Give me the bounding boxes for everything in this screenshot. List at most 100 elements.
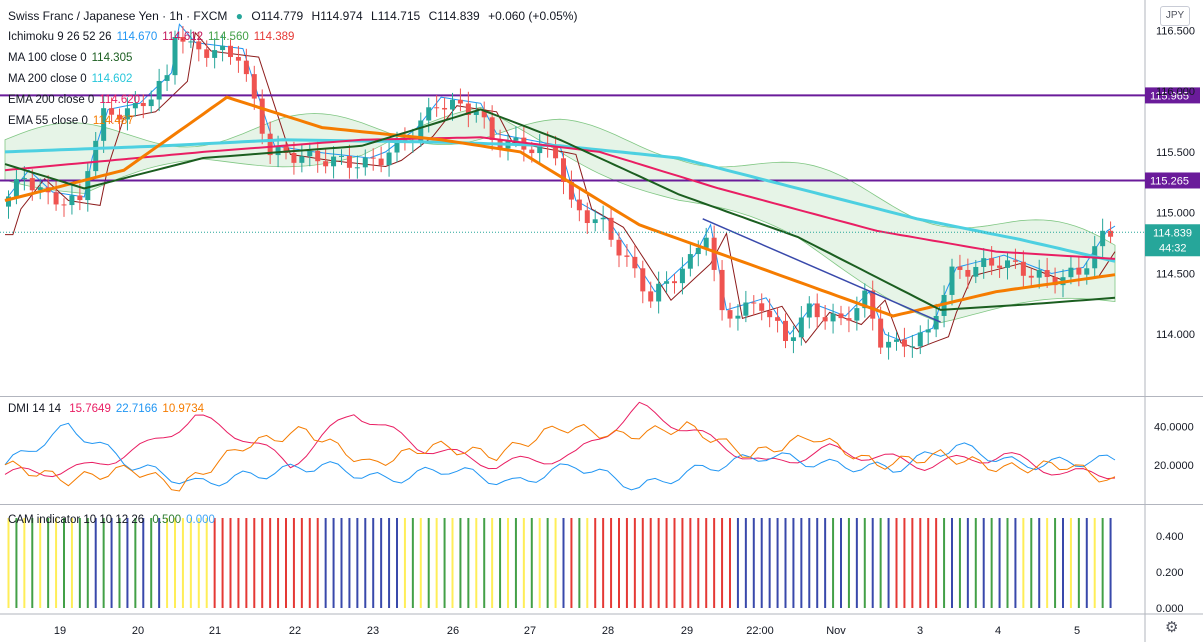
candle-body bbox=[735, 315, 741, 319]
candle-body bbox=[148, 99, 154, 107]
candle-body bbox=[378, 158, 384, 166]
pane-legend-value: 0.000 bbox=[186, 514, 215, 526]
candle-body bbox=[243, 60, 249, 75]
indicator-legend: Ichimoku 9 26 52 26 114.670 114.612 114.560… bbox=[8, 31, 299, 43]
time-tick-label: 20 bbox=[132, 625, 144, 637]
candle-body bbox=[1108, 230, 1114, 237]
candle-body bbox=[838, 313, 844, 319]
candle-body bbox=[1076, 267, 1082, 275]
candle-body bbox=[37, 187, 43, 191]
candle-body bbox=[346, 155, 352, 168]
horizontal-level-tag-bg bbox=[1145, 172, 1200, 189]
cam-tick-label: 0.000 bbox=[1156, 603, 1184, 615]
candle-body bbox=[1068, 267, 1074, 278]
settings-gear-icon[interactable]: ⚙ bbox=[1165, 619, 1179, 636]
candle-body bbox=[291, 152, 297, 163]
indicator-label[interactable]: MA 200 close 0 bbox=[8, 73, 87, 85]
indicator-value: 114.620 bbox=[99, 94, 141, 106]
indicator-label[interactable]: EMA 200 close 0 bbox=[8, 94, 95, 106]
candle-body bbox=[228, 45, 233, 58]
ichimoku-cloud bbox=[4, 106, 1116, 324]
candle-body bbox=[442, 107, 448, 110]
dmi-pink-line bbox=[4, 401, 1116, 480]
indicator-label[interactable]: MA 100 close 0 bbox=[8, 52, 87, 64]
candle-body bbox=[901, 339, 907, 347]
candle-body bbox=[386, 152, 392, 166]
ma200-line bbox=[4, 138, 1116, 263]
price-tick-label: 116.000 bbox=[1156, 86, 1195, 98]
currency-button[interactable]: JPY bbox=[1160, 6, 1190, 26]
horizontal-level-tag: 115.265 bbox=[1145, 172, 1200, 189]
time-tick-label: 19 bbox=[54, 625, 66, 637]
dmi-orange-line bbox=[4, 421, 1116, 492]
indicator-legend: EMA 55 close 0 114.487 bbox=[8, 115, 139, 127]
candle-body bbox=[783, 320, 788, 342]
indicator-label[interactable]: EMA 55 close 0 bbox=[8, 115, 88, 127]
ichimoku-kijun-line bbox=[5, 31, 1116, 350]
candle-body bbox=[323, 161, 329, 167]
candle-body bbox=[679, 268, 685, 284]
horizontal-level-tag: 115.965 bbox=[1145, 87, 1200, 104]
candle-body bbox=[822, 317, 828, 322]
time-tick-label: 3 bbox=[917, 625, 923, 637]
candle-body bbox=[775, 317, 781, 321]
time-tick-label: 22 bbox=[289, 625, 301, 637]
candle-body bbox=[418, 120, 424, 141]
horizontal-level-label: 115.965 bbox=[1150, 90, 1189, 102]
candle-body bbox=[965, 269, 971, 277]
cam-tick-label: 0.400 bbox=[1156, 531, 1184, 543]
ema55-line bbox=[4, 95, 1116, 318]
candle-body bbox=[109, 108, 115, 115]
time-tick-label: 22:00 bbox=[746, 625, 774, 637]
candle-body bbox=[648, 291, 654, 302]
candle-body bbox=[267, 133, 273, 156]
candle-body bbox=[434, 107, 440, 109]
price-tick-label: 114.000 bbox=[1156, 329, 1195, 341]
time-tick-label: 5 bbox=[1074, 625, 1080, 637]
time-tick-label: Nov bbox=[826, 625, 846, 637]
candle-body bbox=[204, 49, 210, 58]
candle-body bbox=[426, 107, 432, 121]
symbol-title[interactable]: Swiss Franc / Japanese Yen · 1h · FXCM bbox=[8, 9, 228, 23]
candle-body bbox=[759, 303, 765, 311]
candle-body bbox=[315, 150, 321, 162]
candle-body bbox=[1084, 268, 1090, 275]
pane-legend-values: 0.500 0.000 bbox=[152, 514, 220, 526]
ohlc-change: +0.060 (+0.05%) bbox=[488, 9, 578, 23]
candle-body bbox=[553, 146, 559, 159]
candle-body bbox=[13, 179, 19, 197]
candle-body bbox=[624, 255, 630, 257]
candle-body bbox=[576, 199, 582, 211]
candle-body bbox=[117, 114, 122, 120]
indicator-value: 114.612 bbox=[162, 31, 204, 43]
time-tick-label: 4 bbox=[995, 625, 1001, 637]
candle-body bbox=[354, 167, 360, 169]
time-tick-label: 23 bbox=[367, 625, 379, 637]
ohlc-low: L114.715 bbox=[371, 9, 421, 23]
candle-body bbox=[878, 318, 884, 348]
indicator-label[interactable]: Ichimoku 9 26 52 26 bbox=[8, 31, 112, 43]
candle-body bbox=[283, 146, 289, 153]
candle-body bbox=[949, 266, 955, 295]
candle-body bbox=[220, 45, 226, 51]
ohlc-high: H114.974 bbox=[311, 9, 363, 23]
candle-body bbox=[894, 339, 899, 342]
ema200-line bbox=[4, 136, 1116, 260]
cam-label[interactable]: CAM indicator 10 10 12 26 bbox=[8, 514, 145, 526]
dmi-label[interactable]: DMI 14 14 bbox=[8, 403, 62, 415]
ma100-line bbox=[4, 108, 1116, 311]
candle-body bbox=[1020, 261, 1026, 276]
time-tick-label: 29 bbox=[681, 625, 693, 637]
candle-body bbox=[307, 150, 313, 157]
candle-body bbox=[830, 313, 836, 322]
candle-body bbox=[743, 302, 749, 316]
candle-body bbox=[790, 337, 796, 342]
indicator-legend: MA 200 close 0 114.602 bbox=[8, 73, 137, 85]
candle-body bbox=[339, 155, 344, 157]
candle-body bbox=[77, 195, 83, 201]
last-price-tag bbox=[1145, 224, 1200, 257]
time-tick-label: 21 bbox=[209, 625, 221, 637]
candle-body bbox=[465, 103, 471, 115]
candle-body bbox=[925, 329, 931, 333]
candle-body bbox=[180, 37, 186, 42]
